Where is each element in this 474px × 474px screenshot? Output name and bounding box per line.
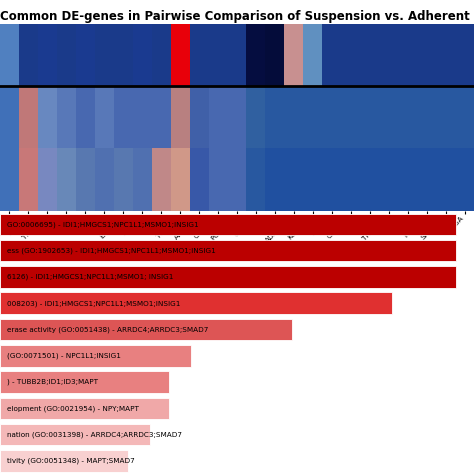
Bar xyxy=(0,214,456,235)
Bar xyxy=(0,319,292,340)
Bar xyxy=(0,424,150,446)
Text: (GO:0071501) - NPC1L1;INSIG1: (GO:0071501) - NPC1L1;INSIG1 xyxy=(7,353,121,359)
Text: GO:0006695) - IDI1;HMGCS1;NPC1L1;MSMO1;INSIG1: GO:0006695) - IDI1;HMGCS1;NPC1L1;MSMO1;I… xyxy=(7,221,199,228)
Text: Common DE-genes in Pairwise Comparison of Suspension vs. Adherent C: Common DE-genes in Pairwise Comparison o… xyxy=(0,9,474,23)
Bar xyxy=(0,345,191,366)
Bar xyxy=(0,240,456,262)
Bar xyxy=(0,450,128,472)
Bar xyxy=(0,398,169,419)
Text: 008203) - IDI1;HMGCS1;NPC1L1;MSMO1;INSIG1: 008203) - IDI1;HMGCS1;NPC1L1;MSMO1;INSIG… xyxy=(7,300,181,307)
Text: tivity (GO:0051348) - MAPT;SMAD7: tivity (GO:0051348) - MAPT;SMAD7 xyxy=(7,457,135,464)
Text: 6126) - IDI1;HMGCS1;NPC1L1;MSMO1; INSIG1: 6126) - IDI1;HMGCS1;NPC1L1;MSMO1; INSIG1 xyxy=(7,274,173,280)
Text: nation (GO:0031398) - ARRDC4;ARRDC3;SMAD7: nation (GO:0031398) - ARRDC4;ARRDC3;SMAD… xyxy=(7,431,182,438)
Text: ) - TUBB2B;ID1;ID3;MAPT: ) - TUBB2B;ID1;ID3;MAPT xyxy=(7,379,98,385)
Bar xyxy=(0,371,169,393)
Bar xyxy=(0,266,456,288)
Text: elopment (GO:0021954) - NPY;MAPT: elopment (GO:0021954) - NPY;MAPT xyxy=(7,405,139,411)
Text: erase activity (GO:0051438) - ARRDC4;ARRDC3;SMAD7: erase activity (GO:0051438) - ARRDC4;ARR… xyxy=(7,326,209,333)
Bar xyxy=(0,292,392,314)
Text: ess (GO:1902653) - IDI1;HMGCS1;NPC1L1;MSMO1;INSIG1: ess (GO:1902653) - IDI1;HMGCS1;NPC1L1;MS… xyxy=(7,247,216,254)
